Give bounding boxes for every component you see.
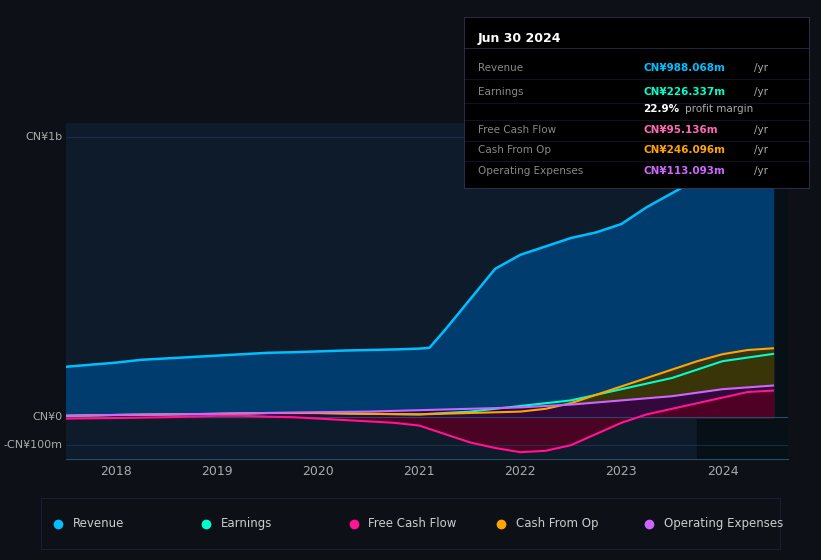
Text: Cash From Op: Cash From Op [478,145,551,155]
Text: CN¥95.136m: CN¥95.136m [643,124,718,134]
Text: CN¥0: CN¥0 [32,412,62,422]
Bar [697,123,788,459]
Text: Cash From Op: Cash From Op [516,517,599,530]
Text: /yr: /yr [754,166,768,175]
Text: Earnings: Earnings [221,517,272,530]
Text: Revenue: Revenue [73,517,124,530]
Text: CN¥226.337m: CN¥226.337m [643,87,725,97]
Text: Operating Expenses: Operating Expenses [664,517,783,530]
Text: Earnings: Earnings [478,87,523,97]
Text: Jun 30 2024: Jun 30 2024 [478,32,562,45]
Text: CN¥113.093m: CN¥113.093m [643,166,725,175]
Text: Free Cash Flow: Free Cash Flow [478,124,556,134]
Text: /yr: /yr [754,145,768,155]
Text: CN¥1b: CN¥1b [25,132,62,142]
Text: /yr: /yr [754,124,768,134]
Text: Operating Expenses: Operating Expenses [478,166,583,175]
Text: CN¥246.096m: CN¥246.096m [643,145,725,155]
Text: profit margin: profit margin [685,104,753,114]
Text: Revenue: Revenue [478,63,523,73]
Text: CN¥988.068m: CN¥988.068m [643,63,725,73]
Text: /yr: /yr [754,63,768,73]
Text: Free Cash Flow: Free Cash Flow [369,517,456,530]
Text: -CN¥100m: -CN¥100m [3,440,62,450]
Text: 22.9%: 22.9% [643,104,679,114]
Text: /yr: /yr [754,87,768,97]
